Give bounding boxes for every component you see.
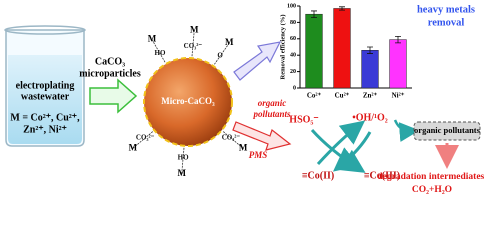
ligand-group: O — [217, 52, 223, 60]
oxidant-label: pollutants — [252, 109, 291, 119]
error-bar — [311, 10, 317, 18]
y-tick-label: 40 — [290, 53, 296, 59]
beaker — [4, 25, 86, 147]
particle-label: Micro-CaCO₃ — [161, 96, 215, 106]
ligand-group: CO₃²⁻ — [136, 134, 155, 142]
product-label: degradation intermediates, — [377, 172, 484, 182]
bar — [305, 13, 323, 89]
ligand-metal: M — [148, 34, 157, 44]
ligand-metal: M — [225, 37, 234, 47]
cycle-arrow — [393, 119, 420, 142]
metals-label: M = Co²⁺, Cu²⁺, — [10, 112, 80, 123]
y-tick-label: 60 — [290, 36, 296, 42]
target-label: organic pollutants — [414, 125, 481, 135]
cycle-label: •OH/¹O₂ — [352, 112, 388, 123]
reagent-label: microparticles — [79, 68, 141, 79]
target-box — [413, 121, 481, 141]
product-label: CO₂+H₂O — [412, 185, 452, 195]
ligand-bond — [222, 131, 244, 149]
ligand-bond — [181, 147, 185, 174]
ligand-bond — [132, 131, 154, 149]
chart-annotation: heavy metals — [417, 4, 475, 15]
ligand-group: CO₃²⁻ — [184, 42, 203, 50]
ligand-metal: M — [177, 168, 186, 178]
ligand-metal: M — [129, 142, 138, 152]
ligand-metal: M — [239, 142, 248, 152]
y-tick-label: 100 — [287, 3, 296, 9]
ligand-bond — [214, 42, 230, 65]
cycle-label: HSO₅⁻ — [289, 114, 318, 125]
bar-chart: Removal efficiency (%) heavy metals remo… — [279, 3, 475, 99]
cycle-label: ≡Co(II) — [302, 170, 334, 181]
bar — [361, 50, 379, 89]
ligand-bond — [191, 30, 195, 57]
y-tick-label: 20 — [290, 69, 296, 75]
ligand-group: HO — [155, 49, 166, 57]
metals-label: Zn²⁺, Ni²⁺ — [23, 124, 67, 135]
y-tick-label: 80 — [290, 20, 296, 26]
oxidant-label: organic — [258, 98, 287, 108]
x-tick-label: Co²⁺ — [307, 92, 322, 100]
beaker-label: electroplating — [16, 80, 75, 91]
x-tick-label: Cu²⁺ — [335, 92, 350, 100]
x-tick-label: Ni²⁺ — [392, 92, 405, 100]
graphical-abstract: electroplating wastewater M = Co²⁺, Cu²⁺… — [4, 3, 484, 195]
ligand-group: HO — [178, 153, 189, 161]
particle — [143, 57, 233, 147]
arrow — [233, 41, 282, 81]
cycle-arrow — [332, 131, 372, 172]
y-tick-label: 0 — [293, 85, 296, 91]
bar — [333, 8, 351, 89]
error-bar — [395, 35, 401, 44]
oxidant-label: PMS — [249, 150, 268, 160]
cycle-arrow — [316, 120, 366, 166]
chart-annotation: removal — [428, 17, 465, 28]
beaker-label: wastewater — [21, 91, 70, 102]
cycle-label: ≡Co(III) — [364, 170, 400, 181]
reagent-label: CaCO₃ — [95, 56, 125, 67]
bar — [389, 39, 407, 89]
ligand-bond — [151, 39, 166, 63]
ligand-group: CO₃²⁻ — [222, 134, 241, 142]
arrow — [89, 78, 138, 114]
error-bar — [367, 46, 373, 54]
x-tick-label: Zn²⁺ — [363, 92, 378, 100]
y-axis-label: Removal efficiency (%) — [279, 15, 286, 80]
arrow — [232, 121, 292, 151]
ligand-metal: M — [190, 24, 199, 34]
error-bar — [339, 6, 345, 11]
